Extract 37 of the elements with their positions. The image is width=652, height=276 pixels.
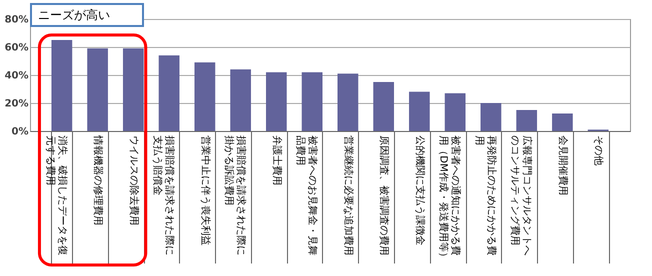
- x-tick-label: その他: [592, 136, 605, 166]
- y-tick-label: 40%: [4, 70, 28, 82]
- x-tick-label: 弁護士費用: [270, 136, 283, 186]
- y-tick-label: 60%: [4, 42, 28, 54]
- bar: [480, 103, 502, 131]
- bar: [266, 72, 287, 131]
- bar: [51, 40, 72, 131]
- bar: [552, 114, 573, 131]
- bar: [194, 62, 216, 131]
- bar: [122, 48, 144, 131]
- bar: [338, 74, 358, 131]
- note-box: ニーズが高い: [30, 3, 144, 27]
- y-tick-label: 0%: [12, 126, 28, 138]
- bar: [409, 92, 430, 131]
- bar: [158, 55, 180, 131]
- x-tick-label: 被害者への通知にかかる費用（DM作成・発送費用等）: [438, 136, 462, 262]
- x-tick-label: 広報専門コンサルタントへのコンサルティング費用: [509, 136, 534, 256]
- x-tick-label: 営業継続に必要な追加費用: [342, 136, 354, 256]
- x-tick-label: 公的機関に支払う課徴金: [414, 136, 426, 246]
- x-tick-label: 営業中止に伴う喪失利益: [199, 136, 212, 246]
- bar: [516, 110, 538, 131]
- bar: [444, 93, 466, 131]
- x-tick-label: ウイルスの除去費用: [128, 136, 140, 226]
- x-tick-label: 再発防止のためにかかる費用: [473, 136, 498, 256]
- x-tick-label: 情報機器の修理費用: [92, 134, 104, 226]
- bar: [373, 82, 394, 131]
- x-tick-label: 被害者へのお見舞金・見舞品費用: [294, 136, 319, 256]
- x-tick-label: 損害賠償を請求された際に支払う賠償金: [152, 136, 176, 256]
- bar: [302, 72, 322, 131]
- x-tick-label: 消失、破損したデータを復元する費用: [44, 136, 68, 256]
- y-tick-label: 80%: [4, 14, 28, 26]
- x-tick-label: 損害賠償を請求された際に掛かる訴訟費用: [223, 136, 248, 256]
- x-tick-label: 会見開催費用: [556, 136, 569, 196]
- y-tick-label: 20%: [4, 98, 28, 110]
- bar: [230, 69, 251, 131]
- x-tick-label: 原因調査、被害調査の費用: [378, 136, 390, 256]
- bar: [87, 48, 108, 131]
